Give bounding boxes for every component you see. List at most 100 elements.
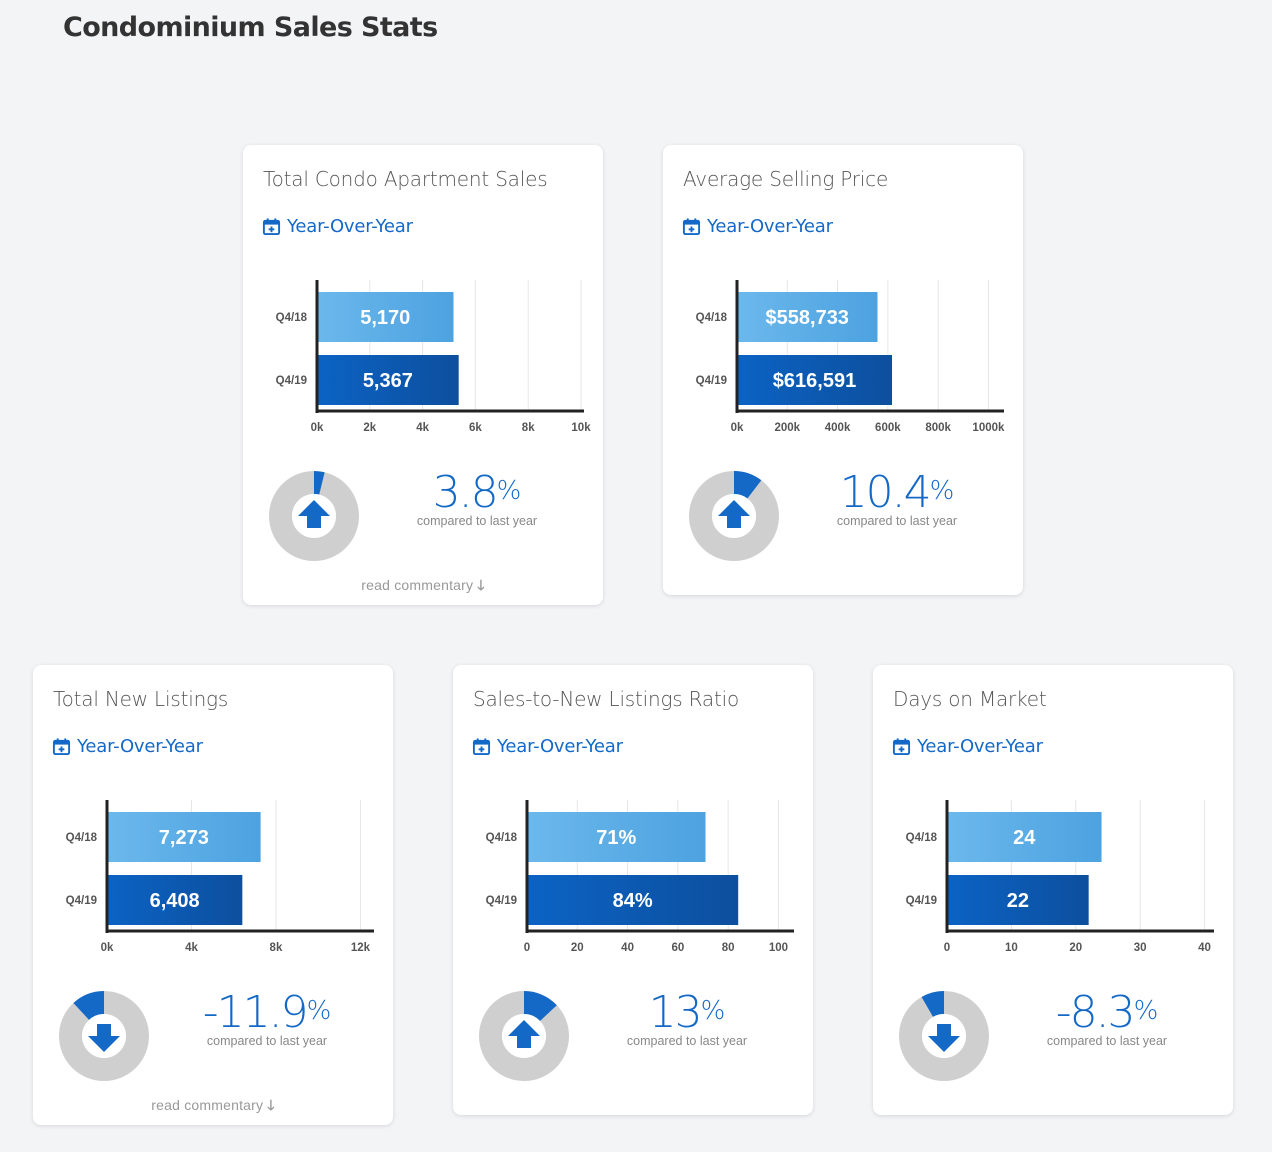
- arrow-up-icon: [298, 500, 330, 528]
- tick-label: 40: [621, 942, 634, 954]
- data-label: 71%: [596, 827, 636, 849]
- data-label: 24: [1013, 827, 1036, 849]
- year-over-year-label: Year-Over-Year: [917, 736, 1043, 757]
- tick-label: 0k: [311, 422, 324, 434]
- compared-label: compared to last year: [1046, 1034, 1168, 1048]
- bar-q4-19: [737, 355, 893, 405]
- tick-label: 0k: [101, 942, 114, 954]
- donut-segment: [734, 471, 762, 499]
- card-title: Total New Listings: [53, 687, 229, 711]
- tick-label: 100: [769, 942, 788, 954]
- read-commentary-label: read commentary: [151, 1097, 264, 1113]
- tick-label: 2k: [363, 422, 376, 434]
- calendar-icon: [892, 738, 911, 756]
- card-title: Total Condo Apartment Sales: [263, 167, 548, 191]
- change-summary: 10.4% compared to last year: [813, 470, 981, 529]
- read-commentary-link[interactable]: read commentary 🡓: [243, 575, 603, 599]
- change-donut: [899, 991, 989, 1081]
- compared-label: compared to last year: [416, 514, 538, 528]
- compared-label: compared to last year: [836, 514, 958, 528]
- bar-chart: Q4/18 5,170 Q4/19 5,367 0k 2k 4k 6k 8k 10k: [243, 270, 603, 440]
- category-label: Q4/19: [906, 895, 937, 907]
- category-label: Q4/18: [906, 832, 938, 844]
- donut-segment: [314, 471, 325, 495]
- change-value: 3.8: [432, 467, 499, 518]
- tick-label: 0: [944, 942, 950, 954]
- percent-symbol: %: [496, 476, 522, 506]
- change-value: -8.3: [1055, 987, 1136, 1038]
- tick-label: 20: [1069, 942, 1082, 954]
- calendar-icon: [682, 218, 701, 236]
- year-over-year-label: Year-Over-Year: [497, 736, 623, 757]
- compared-label: compared to last year: [626, 1034, 748, 1048]
- data-label: 22: [1007, 890, 1029, 912]
- card-title: Days on Market: [893, 687, 1047, 711]
- change-donut: [59, 991, 149, 1081]
- arrow-up-icon: [508, 1020, 540, 1048]
- year-over-year-label: Year-Over-Year: [707, 216, 833, 237]
- year-over-year-link[interactable]: Year-Over-Year: [682, 216, 833, 237]
- bar-q4-19: [947, 875, 1089, 925]
- bar-q4-19: [527, 875, 739, 925]
- tick-label: 200k: [774, 422, 800, 434]
- year-over-year-link[interactable]: Year-Over-Year: [52, 736, 203, 757]
- read-commentary-label: read commentary: [361, 577, 474, 593]
- category-label: Q4/18: [276, 312, 308, 324]
- card-average-selling-price: Average Selling Price Year-Over-Year Q4/…: [663, 145, 1023, 595]
- percent-symbol: %: [929, 476, 955, 506]
- category-label: Q4/18: [486, 832, 518, 844]
- bar-q4-18: [107, 812, 261, 862]
- card-total-new-listings: Total New Listings Year-Over-Year Q4/18 7…: [33, 665, 393, 1125]
- bar-q4-18: [317, 292, 454, 342]
- year-over-year-link[interactable]: Year-Over-Year: [472, 736, 623, 757]
- change-percent: 10.4%: [813, 470, 981, 516]
- year-over-year-label: Year-Over-Year: [77, 736, 203, 757]
- donut-segment: [921, 991, 944, 1017]
- arrow-up-icon: [718, 500, 750, 528]
- bar-q4-18: [947, 812, 1102, 862]
- tick-label: 10: [1005, 942, 1018, 954]
- data-label: 5,367: [363, 370, 413, 392]
- change-percent: 3.8%: [393, 470, 561, 516]
- bar-chart: Q4/18 71% Q4/19 84% 0 20 40 60 80 100: [453, 790, 813, 960]
- year-over-year-link[interactable]: Year-Over-Year: [892, 736, 1043, 757]
- calendar-icon: [262, 218, 281, 236]
- tick-label: 60: [671, 942, 684, 954]
- donut-segment: [73, 991, 104, 1020]
- tick-label: 1000k: [972, 422, 1005, 434]
- read-commentary-link[interactable]: read commentary 🡓: [33, 1095, 393, 1119]
- change-value: -11.9: [202, 987, 309, 1038]
- tick-label: 40: [1198, 942, 1211, 954]
- percent-symbol: %: [700, 996, 726, 1026]
- bar-chart: Q4/18 24 Q4/19 22 0 10 20 30 40: [873, 790, 1233, 960]
- category-label: Q4/19: [276, 375, 307, 387]
- tick-label: 4k: [416, 422, 429, 434]
- tick-label: 12k: [351, 942, 371, 954]
- card-days-on-market: Days on Market Year-Over-Year Q4/18 24 Q4/…: [873, 665, 1233, 1115]
- tick-label: 600k: [875, 422, 901, 434]
- category-label: Q4/19: [66, 895, 97, 907]
- tick-label: 20: [571, 942, 584, 954]
- tick-label: 0k: [731, 422, 744, 434]
- tick-label: 8k: [522, 422, 535, 434]
- year-over-year-link[interactable]: Year-Over-Year: [262, 216, 413, 237]
- calendar-icon: [52, 738, 71, 756]
- donut-segment: [524, 991, 557, 1021]
- bar-q4-19: [107, 875, 243, 925]
- card-total-condo-sales: Total Condo Apartment Sales Year-Over-Ye…: [243, 145, 603, 605]
- year-over-year-label: Year-Over-Year: [287, 216, 413, 237]
- tick-label: 800k: [925, 422, 951, 434]
- arrow-down-icon: [88, 1024, 120, 1052]
- change-summary: -11.9% compared to last year: [183, 987, 351, 1049]
- change-value: 10.4: [839, 467, 932, 518]
- tick-label: 10k: [571, 422, 591, 434]
- percent-symbol: %: [306, 996, 332, 1026]
- arrow-down-icon: [928, 1024, 960, 1052]
- data-label: $616,591: [773, 370, 856, 392]
- card-title: Average Selling Price: [683, 167, 889, 191]
- change-summary: 13% compared to last year: [603, 990, 771, 1049]
- bar-chart: Q4/18 $558,733 Q4/19 $616,591 0k 200k 400k 600k…: [663, 270, 1023, 440]
- category-label: Q4/18: [696, 312, 728, 324]
- data-label: 5,170: [360, 307, 410, 329]
- tick-label: 30: [1134, 942, 1147, 954]
